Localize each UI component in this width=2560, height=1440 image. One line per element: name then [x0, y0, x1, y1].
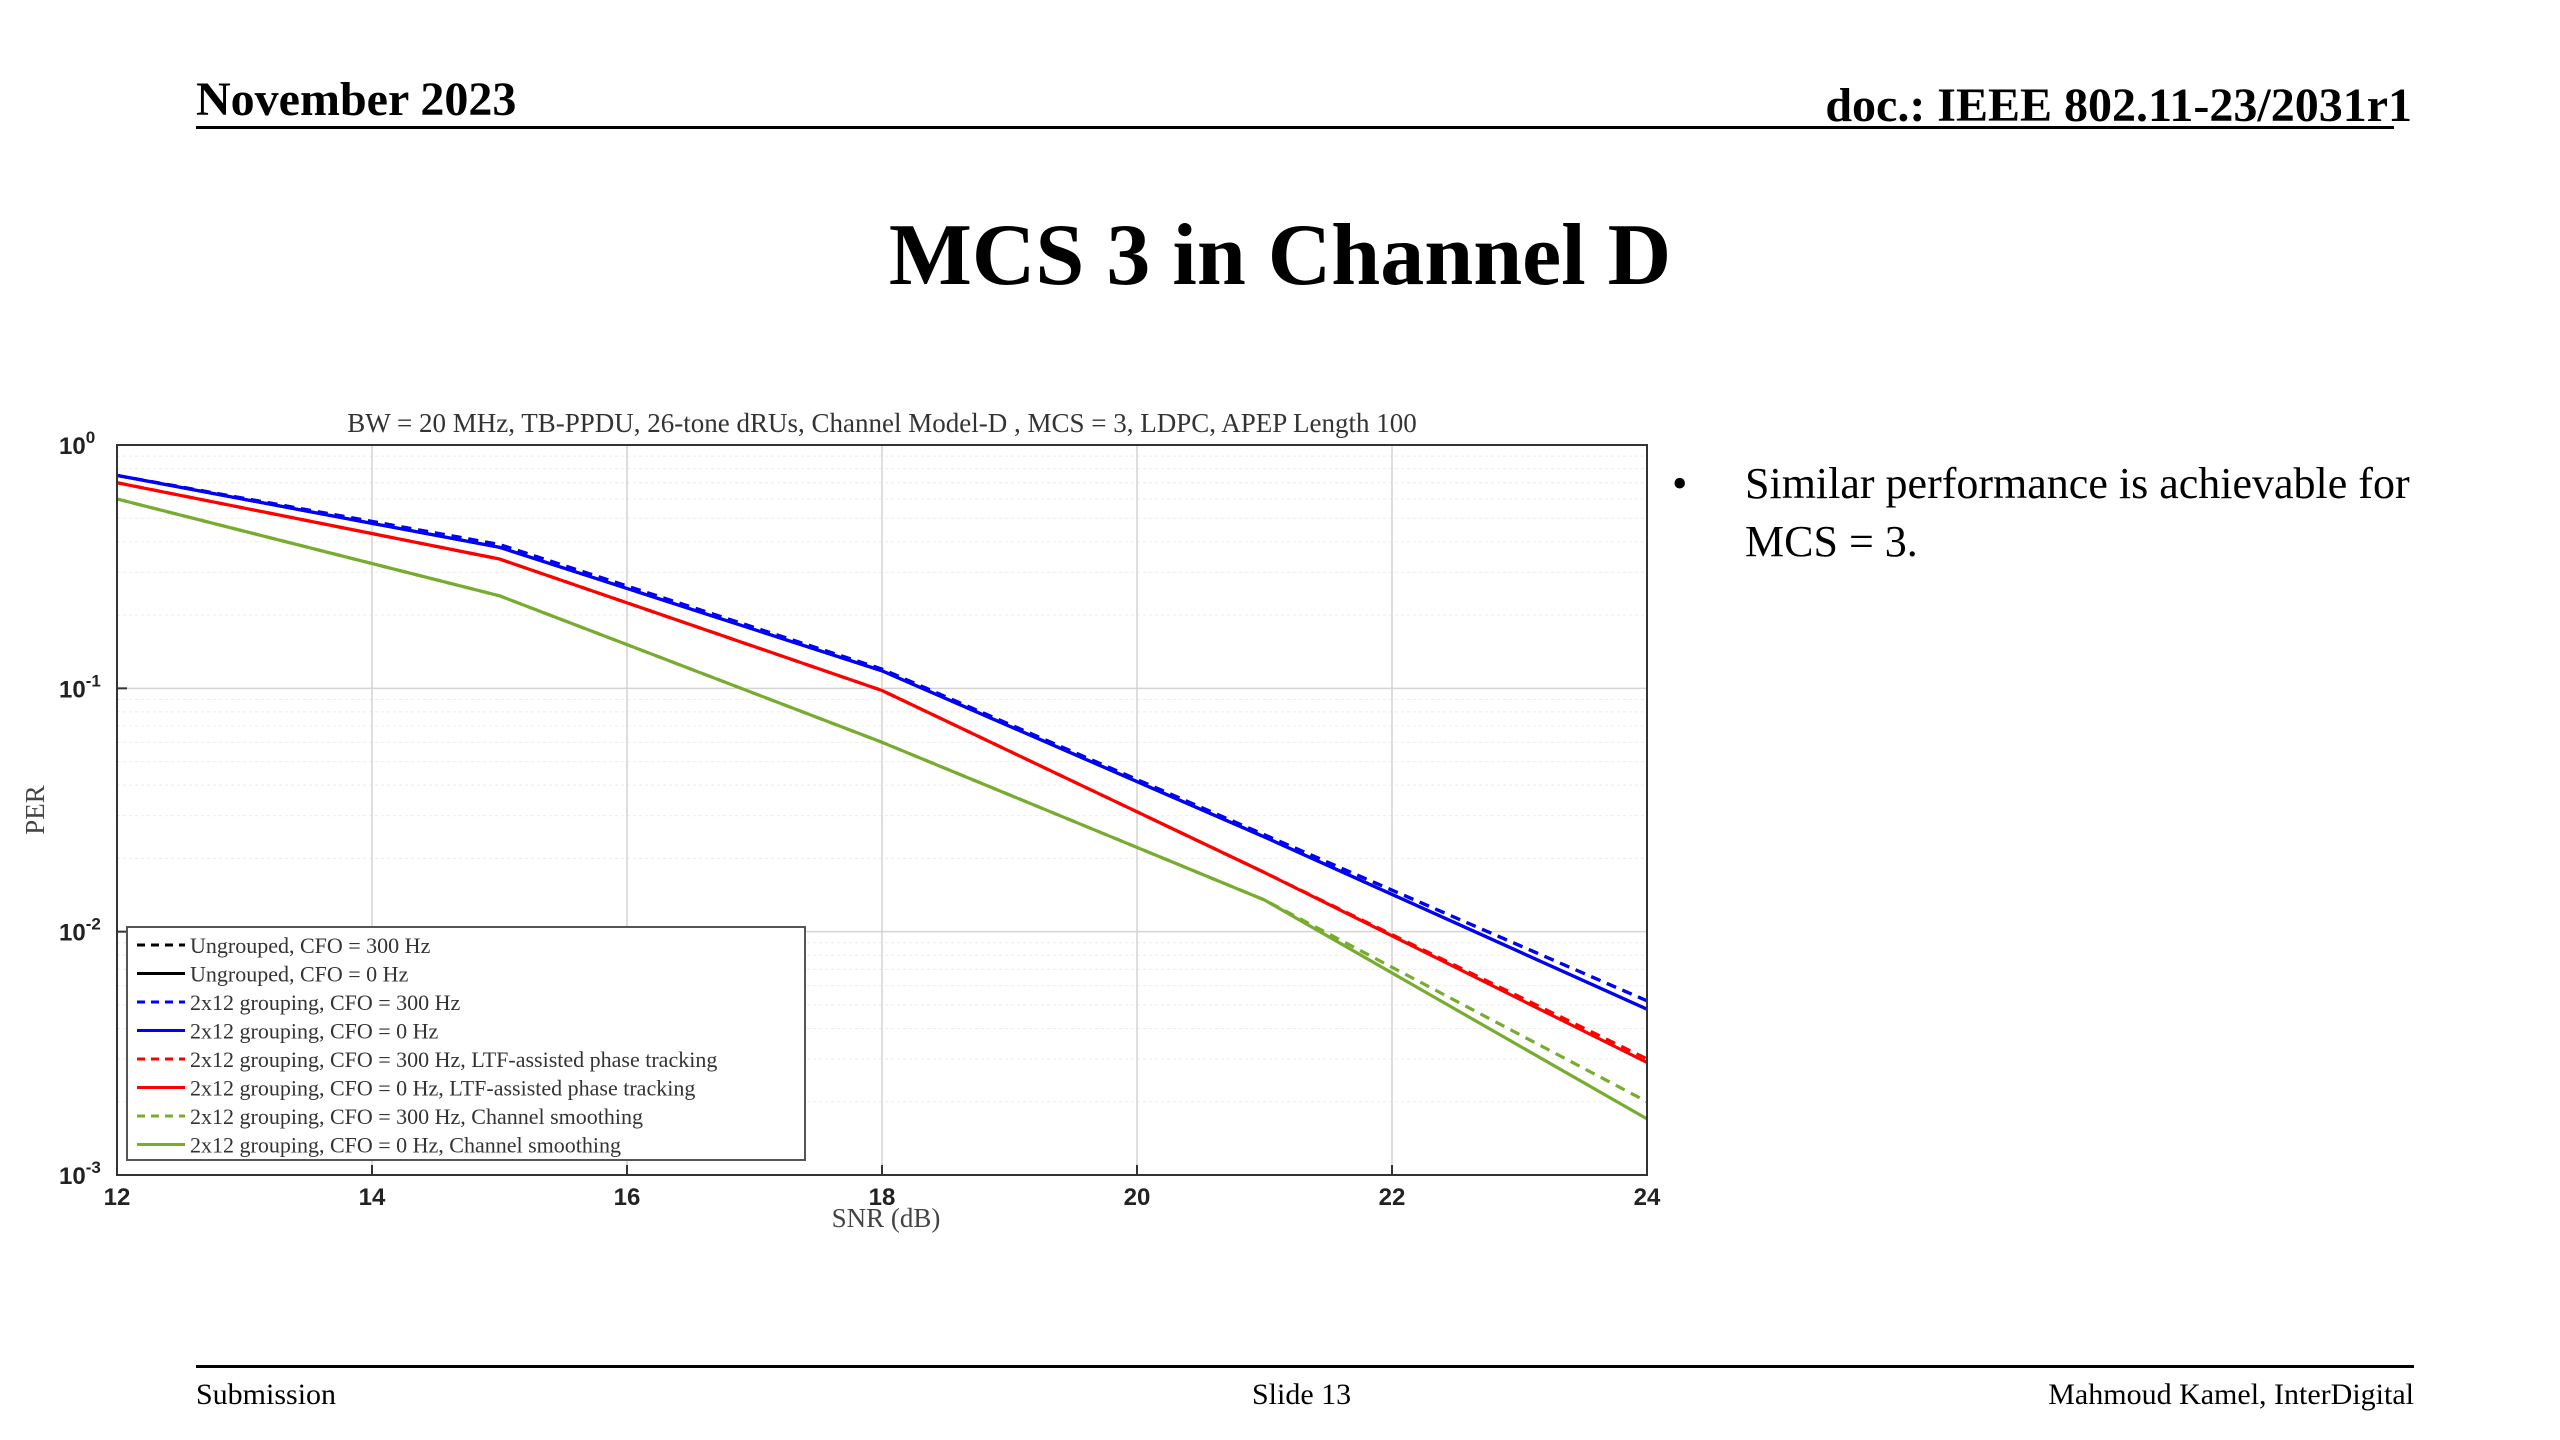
- tick-layer: 12 14 16 18 20 22 24 100 10-1 10-2 10-3: [59, 428, 1661, 1211]
- legend-label: 2x12 grouping, CFO = 300 Hz: [190, 990, 461, 1015]
- header-date: November 2023: [196, 73, 517, 126]
- x-axis-label: SNR (dB): [832, 1203, 941, 1233]
- legend-box: [126, 926, 806, 1161]
- footer-slide-number: Slide 13: [1252, 1378, 1352, 1411]
- x-tick-label: 16: [614, 1184, 641, 1211]
- legend-label: Ungrouped, CFO = 300 Hz: [190, 933, 431, 958]
- per-chart: 12 14 16 18 20 22 24 100 10-1 10-2 10-3 BW = 20 MH…: [0, 390, 1680, 1250]
- x-tick-label: 18: [869, 1184, 896, 1211]
- legend-label: 2x12 grouping, CFO = 0 Hz: [190, 1019, 439, 1044]
- y-tick-label: 10-1: [59, 671, 101, 703]
- y-tick-label: 100: [59, 428, 95, 460]
- y-tick-label: 10-2: [59, 915, 101, 947]
- header-divider: [196, 126, 2394, 129]
- series-line-6: [116, 481, 1648, 1064]
- footer-divider: [196, 1365, 2414, 1368]
- x-tick-label: 14: [359, 1184, 386, 1211]
- legend-label: 2x12 grouping, CFO = 0 Hz, Channel smoot…: [190, 1133, 621, 1158]
- footer-submission: Submission: [196, 1378, 337, 1411]
- slide-title: MCS 3 in Channel D: [888, 207, 1672, 304]
- legend-label: Ungrouped, CFO = 0 Hz: [190, 962, 409, 987]
- legend-label: 2x12 grouping, CFO = 300 Hz, LTF-assiste…: [190, 1047, 717, 1072]
- x-tick-label: 22: [1379, 1184, 1406, 1211]
- series-line-8: [116, 497, 1648, 1121]
- footer-author: Mahmoud Kamel, InterDigital: [2048, 1378, 2414, 1411]
- legend: Ungrouped, CFO = 300 Hz Ungrouped, CFO = …: [126, 926, 806, 1161]
- bullet-marker: •: [1672, 459, 1688, 508]
- legend-label: 2x12 grouping, CFO = 300 Hz, Channel smo…: [190, 1104, 643, 1129]
- chart-title: BW = 20 MHz, TB-PPDU, 26-tone dRUs, Chan…: [347, 408, 1417, 438]
- y-axis-label: PER: [20, 785, 50, 835]
- per-chart-svg: 12 14 16 18 20 22 24 100 10-1 10-2 10-3 BW = 20 MH…: [20, 408, 1661, 1233]
- series-line-4: [116, 473, 1648, 1011]
- header-doc-id: doc.: IEEE 802.11-23/2031r1: [1825, 79, 2412, 132]
- series-layer: [116, 473, 1648, 1121]
- y-tick-label: 10-3: [59, 1158, 101, 1190]
- x-tick-label: 20: [1124, 1184, 1151, 1211]
- x-tick-label: 24: [1634, 1184, 1661, 1211]
- legend-label: 2x12 grouping, CFO = 0 Hz, LTF-assisted …: [190, 1076, 695, 1101]
- bullet-item: Similar performance is achievable for MC…: [1745, 459, 2410, 566]
- x-tick-label: 12: [104, 1184, 131, 1211]
- series-line-3: [116, 473, 1648, 1003]
